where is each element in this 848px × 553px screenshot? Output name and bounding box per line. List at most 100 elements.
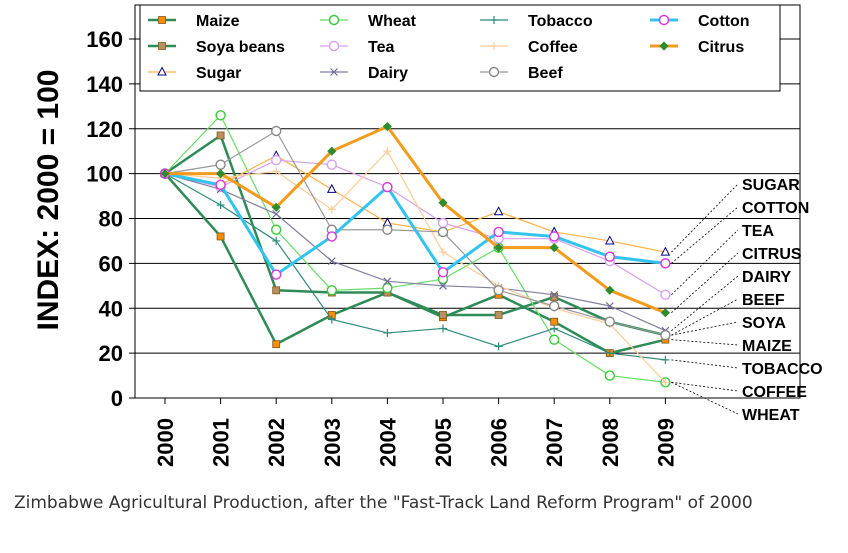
leader-line [671,381,739,392]
x-tick-label: 2006 [487,418,512,467]
leader-line [671,381,739,415]
data-point-tobacco [550,324,559,333]
data-point-beef [382,224,393,235]
end-label-text: MAIZE [742,338,792,355]
legend-marker [488,66,500,78]
legend-item-coffee: Coffee [480,39,578,56]
data-point-tobacco [661,355,670,364]
legend-marker [158,16,166,24]
data-point-tea [271,154,282,166]
data-point-cotton [215,179,226,191]
data-point-citrus [605,285,615,295]
data-point-soya-beans [272,286,281,295]
data-point-coffee [383,147,392,156]
data-point-sugar [660,246,671,256]
data-point-maize [272,340,281,349]
x-tick-label: 2003 [320,418,345,467]
y-tick-label: 60 [99,251,123,276]
end-label-text: COTTON [742,200,809,217]
data-point-cotton [549,231,560,242]
y-tick-label: 100 [86,162,123,187]
legend-label: Sugar [196,65,241,82]
leader-line [671,229,739,296]
y-tick-label: 80 [99,207,123,232]
legend-label: Cotton [698,13,750,30]
end-label-text: BEEF [742,292,785,309]
data-point-citrus [660,308,670,318]
y-tick-label: 120 [86,117,123,142]
legend-marker [328,14,340,26]
legend-marker [330,68,338,76]
end-label-sugar: SUGAR [671,177,800,253]
data-point-soya-beans [494,311,503,319]
end-label-text: TEA [742,223,774,240]
data-point-citrus [160,169,170,179]
legend-marker [158,42,166,50]
data-point-coffee [439,248,447,257]
data-point-dairy [383,277,392,286]
data-point-wheat [326,285,337,296]
legend-item-tobacco: Tobacco [480,13,593,30]
end-label-cotton: COTTON [671,200,809,264]
end-label-text: SOYA [742,315,786,332]
y-axis: 0 20 40 60 80 100 120 140 160 [86,27,135,411]
y-tick-label: 20 [99,341,123,366]
legend-item-maize: Maize [148,13,240,30]
data-point-soya-beans [439,311,447,319]
y-tick-label: 40 [99,296,123,321]
end-label-text: COFFEE [742,384,807,401]
legend-label: Soya beans [196,39,285,56]
end-label-text: DAIRY [742,269,792,286]
legend-label: Maize [196,13,240,30]
data-point-beef [549,300,560,312]
data-point-citrus [327,146,337,156]
series-tobacco [161,169,670,364]
legend-label: Tea [368,39,394,56]
series-line-cotton [164,172,666,277]
data-point-beef [215,159,226,170]
leader-line [671,339,739,346]
legend-label: Citrus [698,39,744,56]
end-label-coffee: COFFEE [671,381,807,401]
legend-item-wheat: Wheat [320,13,417,30]
end-label-wheat: WHEAT [671,381,800,424]
x-tick-label: 2008 [598,418,623,467]
data-point-wheat [215,110,226,121]
legend-item-sugar: Sugar [148,65,241,82]
data-point-cotton [326,231,337,242]
legend-marker [658,14,670,26]
data-point-beef [604,316,615,327]
y-axis-label: INDEX: 2000 = 100 [32,70,65,331]
data-point-beef [437,226,449,238]
x-tick-label: 2007 [542,418,567,467]
end-label-text: CITRUS [742,246,802,263]
data-point-wheat [549,334,560,345]
legend-label: Dairy [368,65,408,82]
data-point-citrus [216,169,226,179]
data-point-tobacco [216,201,225,210]
data-point-dairy [272,210,281,218]
data-point-maize [216,232,225,241]
leader-line [671,252,739,314]
data-point-soya-beans [216,131,225,140]
x-tick-label: 2001 [209,418,234,467]
data-point-beef [493,285,504,296]
data-point-tobacco [605,349,614,358]
legend-marker [659,41,669,51]
chart-caption: Zimbabwe Agricultural Production, after … [14,493,753,513]
end-label-tea: TEA [671,223,774,296]
data-point-citrus [382,121,392,132]
data-point-dairy [550,290,559,299]
data-point-citrus [438,198,448,208]
data-point-beef [271,125,282,137]
data-point-coffee [327,205,336,214]
leader-line [671,298,739,336]
legend-label: Wheat [368,13,417,30]
end-label-text: SUGAR [742,177,800,194]
data-point-cotton [493,226,504,238]
data-point-tea [326,159,337,170]
leader-line [671,206,739,264]
data-point-sugar [493,206,504,216]
data-point-sugar [326,183,337,193]
data-point-sugar [604,235,615,245]
